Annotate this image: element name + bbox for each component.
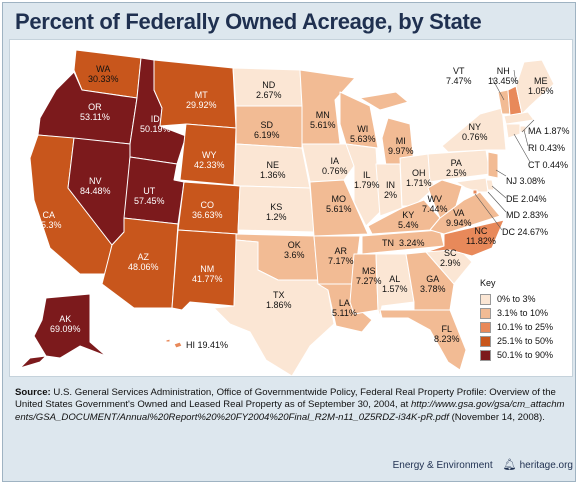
label-NC: NC 11.82% [466,226,496,246]
label-WI: WI 5.63% [350,124,376,144]
source-date: (November 14, 2008). [451,411,545,423]
label-IN: IN 2% [384,180,398,200]
label-PA: PA 2.5% [446,158,467,178]
us-map [19,49,555,376]
label-MS: MS 7.27% [356,266,382,286]
label-MO: MO 5.61% [326,194,352,214]
label-RI: RI 0.43% [528,143,566,153]
source-text: U.S. General Services Administration, Of… [15,387,556,411]
label-AL: AL 1.57% [382,274,408,294]
label-MN: MN 5.61% [310,110,336,130]
label-IA: IA 0.76% [322,156,348,176]
label-FL: FL 8.23% [434,324,460,344]
legend-item: 10.1% to 25% [480,320,570,334]
legend-title: Key [480,278,496,288]
legend-swatch [480,293,491,305]
label-MT: MT 29.92% [186,90,217,110]
state-NJ [487,151,499,179]
label-ID: ID 50.19% [140,114,171,134]
label-CT: CT 0.44% [528,160,569,170]
legend-swatch [480,349,491,361]
state-NY [441,107,507,153]
label-WV: WV 7.44% [422,194,448,214]
state-MD [455,177,489,193]
state-HI [173,341,183,349]
legend-item: 0% to 3% [480,292,570,306]
label-AR: AR 7.17% [328,246,354,266]
label-MI: MI 9.97% [388,136,414,156]
state-AK [33,293,107,359]
label-IL: IL 1.79% [354,170,380,190]
label-GA: GA 3.78% [420,274,446,294]
state-HI-2 [165,338,171,343]
label-TX: TX 1.86% [266,290,292,310]
state-IA [301,143,355,183]
footer-site[interactable]: heritage.org [519,460,573,471]
label-HI: HI 19.41% [186,340,229,350]
state-NC [425,219,505,257]
leader-lines [474,69,535,231]
label-DE: DE 2.04% [506,194,547,204]
label-NM: NM 41.77% [192,264,223,284]
label-KS: KS 1.2% [266,202,287,222]
source-url[interactable]: http://www.gsa.gov/gsa/cm_attachments/GS… [15,399,565,423]
legend-swatch [480,335,491,347]
state-DC [472,189,478,195]
label-SC: SC 2.9% [440,248,461,268]
label-NY: NY 0.76% [462,122,488,142]
state-MO [309,179,369,237]
label-DC: DC 24.67% [502,227,549,237]
state-IL [345,143,381,227]
legend-swatch [480,307,491,319]
state-AK-chain [19,355,47,369]
footer-section: Energy & Environment [392,460,493,471]
label-OR: OR 53.11% [80,102,110,122]
source-label: Source: [15,387,51,398]
legend-item: 3.1% to 10% [480,306,570,320]
label-TN: TN 3.24% [382,238,425,248]
label-MA: MA 1.87% [528,126,570,136]
label-WY: WY 42.33% [194,150,225,170]
state-TX [213,239,335,376]
legend-swatch [480,321,491,333]
label-LA: LA 5.11% [332,298,357,318]
legend-item: 25.1% to 50% [480,334,570,348]
label-WA: WA 30.33% [88,64,119,84]
source-note: Source: U.S. General Services Administra… [15,387,569,424]
label-NJ: NJ 3.08% [506,176,546,186]
label-AZ: AZ 48.06% [128,252,159,272]
legend: Key 0% to 3% 3.1% to 10% 10.1% to 25% 25… [480,278,570,362]
label-VA: VA 9.94% [446,208,472,228]
graphic-frame: Percent of Federally Owned Acreage, by S… [2,2,576,482]
label-OH: OH 1.71% [406,168,432,188]
label-ND: ND 2.67% [256,80,282,100]
label-KY: KY 5.4% [398,210,419,230]
label-MD: MD 2.83% [506,210,549,220]
label-UT: UT 57.45% [134,186,165,206]
legend-item: 50.1% to 90% [480,348,570,362]
chart-title: Percent of Federally Owned Acreage, by S… [15,9,482,34]
state-MI-UP [359,91,409,111]
label-NE: NE 1.36% [260,160,286,180]
label-AK: AK 69.09% [50,314,81,334]
label-SD: SD 6.19% [254,120,280,140]
liberty-bell-icon: 🔔︎ [502,459,517,471]
label-ME: ME 1.05% [528,76,554,96]
state-OH [399,153,435,207]
label-NH: NH 13.45% [488,66,519,86]
label-VT: VT 7.47% [446,66,472,86]
label-NV: NV 84.48% [80,176,111,196]
state-CT [505,123,521,139]
footer: Energy & Environment 🔔︎ heritage.org [373,458,573,471]
map-area: WA 30.33% OR 53.11% CA 45.3% NV 84.48% ID 50.… [9,39,573,377]
label-CO: CO 36.63% [192,200,223,220]
state-FL [379,309,467,371]
label-OK: OK 3.6% [284,240,305,260]
state-MS [349,253,379,315]
label-CA: CA 45.3% [36,210,62,230]
